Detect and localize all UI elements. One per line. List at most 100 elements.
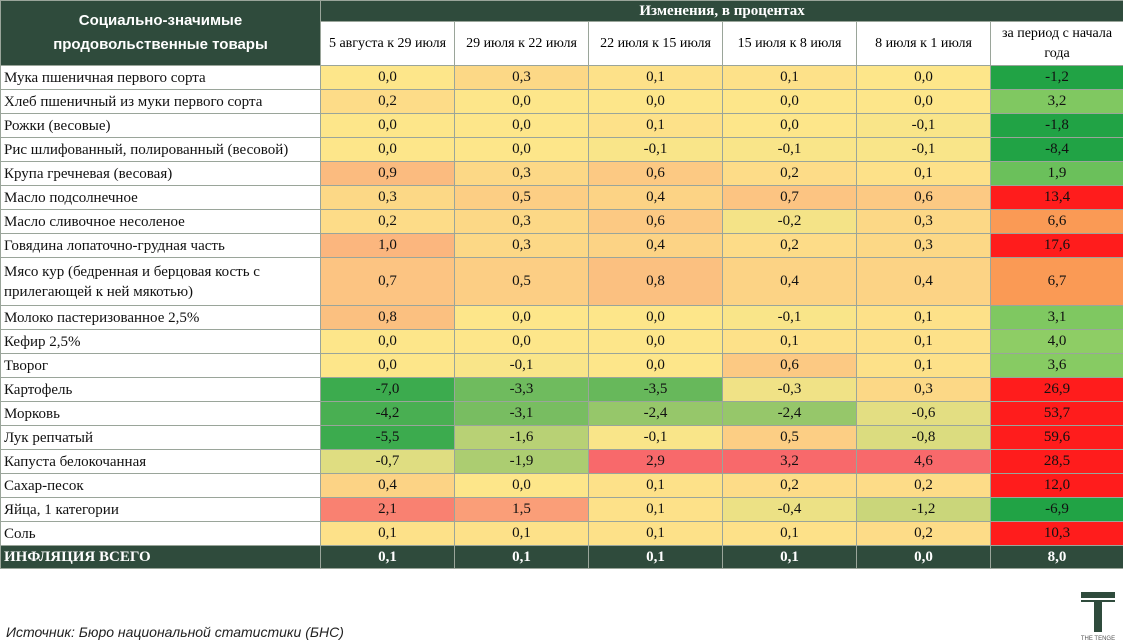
change-value-cell: -0,6	[856, 401, 991, 426]
change-value-cell: 0,1	[856, 305, 991, 330]
change-value-cell: -3,1	[454, 401, 589, 426]
ytd-value-cell: 26,9	[989, 377, 1123, 402]
period-header: 29 июля к 22 июля	[454, 21, 589, 66]
table-row: Хлеб пшеничный из муки первого сорта 0,2 0…	[0, 89, 1123, 114]
source-note: Источник: Бюро национальной статистики (…	[6, 624, 344, 640]
change-value-cell: -0,1	[722, 137, 857, 162]
ytd-value-cell: 13,4	[989, 185, 1123, 210]
product-name: Хлеб пшеничный из муки первого сорта	[0, 89, 321, 114]
change-value-cell: 0,0	[454, 305, 589, 330]
total-value-cell: 8,0	[989, 545, 1123, 569]
change-value-cell: 4,6	[856, 449, 991, 474]
change-value-cell: 0,2	[856, 473, 991, 498]
change-value-cell: -2,4	[722, 401, 857, 426]
change-value-cell: -2,4	[588, 401, 723, 426]
change-value-cell: -3,3	[454, 377, 589, 402]
change-value-cell: 0,0	[320, 329, 455, 354]
change-value-cell: 0,5	[454, 257, 589, 306]
change-value-cell: 0,2	[856, 521, 991, 546]
product-name: Яйца, 1 категории	[0, 497, 321, 522]
total-row: ИНФЛЯЦИЯ ВСЕГО 0,1 0,1 0,1 0,1 0,0 8,0	[0, 545, 1123, 569]
change-value-cell: 0,3	[454, 161, 589, 186]
total-value-cell: 0,0	[856, 545, 991, 569]
change-value-cell: 0,2	[320, 89, 455, 114]
product-name: Творог	[0, 353, 321, 378]
change-value-cell: -0,3	[722, 377, 857, 402]
change-value-cell: 0,1	[722, 329, 857, 354]
change-value-cell: 0,1	[722, 65, 857, 90]
change-value-cell: -0,1	[588, 137, 723, 162]
change-value-cell: 0,0	[454, 113, 589, 138]
change-value-cell: -0,1	[722, 305, 857, 330]
change-value-cell: -0,1	[588, 425, 723, 450]
change-value-cell: 0,0	[722, 113, 857, 138]
change-value-cell: 0,1	[588, 65, 723, 90]
change-value-cell: 0,0	[454, 329, 589, 354]
change-value-cell: 0,0	[454, 473, 589, 498]
table-row: Капуста белокочанная -0,7 -1,9 2,9 3,2 4,6 28,…	[0, 449, 1123, 474]
change-value-cell: 0,6	[588, 161, 723, 186]
ytd-value-cell: -1,8	[989, 113, 1123, 138]
product-name: Масло подсолнечное	[0, 185, 321, 210]
change-value-cell: 0,1	[588, 113, 723, 138]
change-value-cell: 0,4	[320, 473, 455, 498]
change-value-cell: 0,6	[722, 353, 857, 378]
ytd-value-cell: 3,1	[989, 305, 1123, 330]
change-value-cell: 0,0	[320, 137, 455, 162]
table-row: Говядина лопаточно-грудная часть 1,0 0,3 0,…	[0, 233, 1123, 258]
change-value-cell: 0,3	[856, 233, 991, 258]
change-value-cell: 0,3	[454, 233, 589, 258]
change-value-cell: 0,6	[588, 209, 723, 234]
ytd-value-cell: 28,5	[989, 449, 1123, 474]
ytd-value-cell: 17,6	[989, 233, 1123, 258]
change-value-cell: 0,0	[320, 353, 455, 378]
ytd-value-cell: 59,6	[989, 425, 1123, 450]
ytd-header: за период с начала года	[989, 21, 1123, 66]
change-value-cell: 2,9	[588, 449, 723, 474]
change-value-cell: 0,0	[588, 89, 723, 114]
change-value-cell: 0,2	[722, 473, 857, 498]
changes-group-header: Изменения, в процентах	[319, 0, 1123, 22]
change-value-cell: -0,1	[454, 353, 589, 378]
ytd-value-cell: 3,6	[989, 353, 1123, 378]
change-value-cell: 0,0	[588, 353, 723, 378]
change-value-cell: 0,4	[722, 257, 857, 306]
ytd-value-cell: -1,2	[989, 65, 1123, 90]
change-value-cell: 0,1	[588, 473, 723, 498]
product-name: Кефир 2,5%	[0, 329, 321, 354]
table-row: Яйца, 1 категории 2,1 1,5 0,1 -0,4 -1,2 -6,9	[0, 497, 1123, 522]
change-value-cell: 0,0	[320, 65, 455, 90]
change-value-cell: 0,8	[588, 257, 723, 306]
table-row: Творог 0,0 -0,1 0,0 0,6 0,1 3,6	[0, 353, 1123, 378]
change-value-cell: -0,4	[722, 497, 857, 522]
ytd-value-cell: 6,6	[989, 209, 1123, 234]
change-value-cell: 0,0	[320, 113, 455, 138]
product-name: Рожки (весовые)	[0, 113, 321, 138]
change-value-cell: -0,1	[856, 113, 991, 138]
period-header: 22 июля к 15 июля	[588, 21, 723, 66]
change-value-cell: 0,3	[856, 209, 991, 234]
table-row: Масло сливочное несоленое 0,2 0,3 0,6 -0,2 0,…	[0, 209, 1123, 234]
ytd-value-cell: 1,9	[989, 161, 1123, 186]
change-value-cell: 2,1	[320, 497, 455, 522]
change-value-cell: 0,1	[320, 521, 455, 546]
change-value-cell: 0,0	[454, 89, 589, 114]
change-value-cell: -1,9	[454, 449, 589, 474]
period-header: 8 июля к 1 июля	[856, 21, 991, 66]
change-value-cell: -3,5	[588, 377, 723, 402]
product-name: Крупа гречневая (весовая)	[0, 161, 321, 186]
change-value-cell: 0,1	[722, 521, 857, 546]
product-name: Сахар-песок	[0, 473, 321, 498]
total-value-cell: 0,1	[320, 545, 455, 569]
table-row: Морковь -4,2 -3,1 -2,4 -2,4 -0,6 53,7	[0, 401, 1123, 426]
change-value-cell: -0,1	[856, 137, 991, 162]
change-value-cell: 1,5	[454, 497, 589, 522]
change-value-cell: 0,2	[320, 209, 455, 234]
change-value-cell: 0,3	[320, 185, 455, 210]
change-value-cell: 0,3	[856, 377, 991, 402]
table-row: Сахар-песок 0,4 0,0 0,1 0,2 0,2 12,0	[0, 473, 1123, 498]
ytd-value-cell: 6,7	[989, 257, 1123, 306]
product-column-header: Социально-значимые продовольственные тов…	[0, 0, 321, 66]
period-header: 5 августа к 29 июля	[320, 21, 455, 66]
change-value-cell: 0,4	[856, 257, 991, 306]
